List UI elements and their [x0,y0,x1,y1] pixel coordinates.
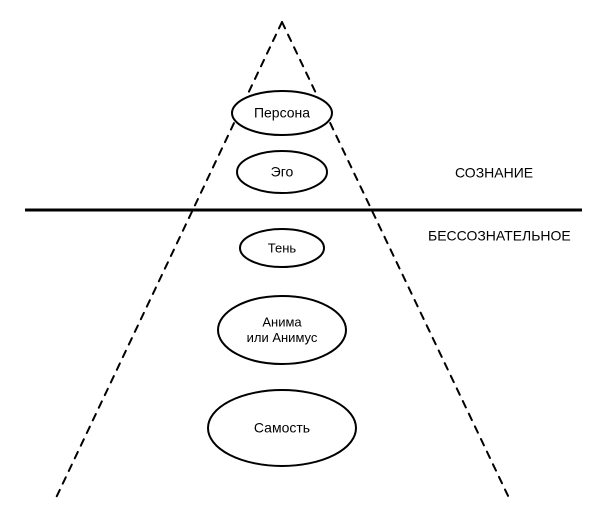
layer-self: Самость [208,390,356,466]
layer-anima-label-1: Анима [262,314,302,329]
label-unconscious: БЕССОЗНАТЕЛЬНОЕ [428,228,571,244]
layer-persona-label: Персона [254,105,310,121]
layer-shadow-label: Тень [268,240,297,255]
layer-shadow: Тень [240,229,324,267]
layer-ego-label: Эго [271,164,294,180]
region-labels: СОЗНАНИЕ БЕССОЗНАТЕЛЬНОЕ [428,165,571,244]
psyche-layers: Персона Эго Тень Анимаили Анимус Самость [208,91,356,466]
label-conscious: СОЗНАНИЕ [455,165,533,181]
layer-persona: Персона [232,91,332,135]
layer-self-label: Самость [254,420,310,436]
layer-ego: Эго [237,151,327,193]
jung-psyche-diagram: Персона Эго Тень Анимаили Анимус Самость СОЗ… [0,0,604,506]
layer-anima-label-2: или Анимус [247,330,318,345]
layer-anima: Анимаили Анимус [218,296,346,364]
